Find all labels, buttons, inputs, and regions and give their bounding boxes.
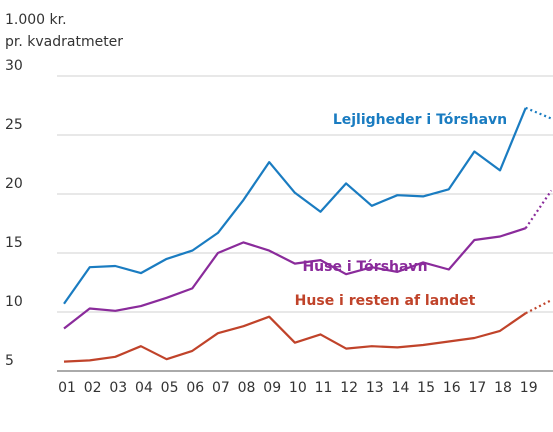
x-tick-label: 09 xyxy=(263,380,281,396)
x-tick-label: 19 xyxy=(520,380,538,396)
x-tick-label: 02 xyxy=(84,380,102,396)
x-tick-label: 12 xyxy=(340,380,358,396)
x-tick-label: 04 xyxy=(135,380,153,396)
x-tick-label: 13 xyxy=(366,380,384,396)
y-tick-label: 25 xyxy=(5,117,23,133)
forecast-line xyxy=(524,189,553,229)
x-tick-label: 01 xyxy=(58,380,76,396)
series-label: Lejligheder i Tórshavn xyxy=(333,112,507,128)
x-tick-label: 06 xyxy=(186,380,204,396)
x-tick-label: 03 xyxy=(109,380,127,396)
series-label: Huse i resten af landet xyxy=(295,293,476,309)
y-tick-label: 5 xyxy=(5,353,14,369)
y-tick-label: 20 xyxy=(5,176,23,192)
series-label: Huse i Tórshavn xyxy=(302,259,427,275)
x-tick-label: 18 xyxy=(494,380,512,396)
x-tick-label: 07 xyxy=(212,380,230,396)
x-tick-label: 16 xyxy=(443,380,461,396)
series-line xyxy=(63,107,527,305)
y-axis-label: 1.000 kr. xyxy=(5,12,67,28)
x-tick-label: 15 xyxy=(417,380,435,396)
forecast-line xyxy=(525,299,552,315)
forecast-line xyxy=(525,106,552,120)
y-tick-label: 10 xyxy=(5,294,23,310)
x-tick-label: 05 xyxy=(161,380,179,396)
y-tick-label: 30 xyxy=(5,58,23,74)
series-line xyxy=(63,312,527,363)
y-tick-label: 15 xyxy=(5,235,23,251)
x-tick-label: 11 xyxy=(315,380,333,396)
x-tick-label: 10 xyxy=(289,380,307,396)
series-line xyxy=(63,227,527,330)
x-tick-label: 08 xyxy=(238,380,256,396)
y-axis-label: pr. kvadratmeter xyxy=(5,34,123,50)
x-tick-label: 14 xyxy=(392,380,410,396)
x-tick-label: 17 xyxy=(468,380,486,396)
